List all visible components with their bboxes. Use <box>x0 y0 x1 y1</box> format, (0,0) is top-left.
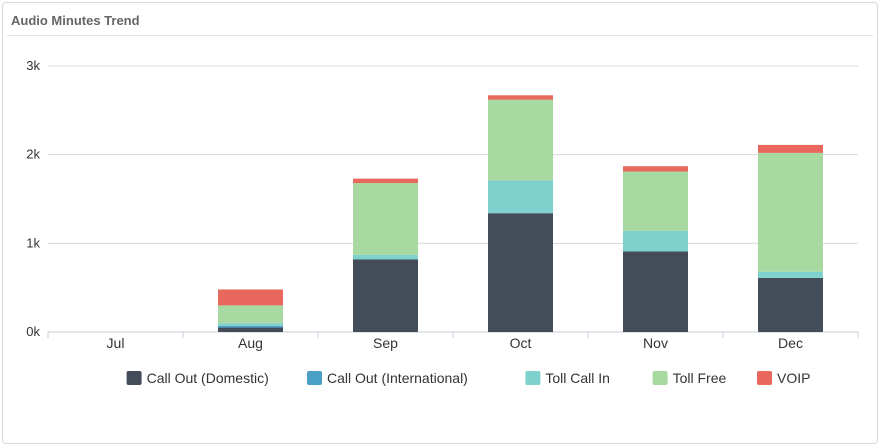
legend-swatch[interactable] <box>307 371 322 385</box>
legend-swatch[interactable] <box>525 371 541 385</box>
legend-label[interactable]: Toll Free <box>673 370 727 386</box>
bar-segment[interactable] <box>218 327 283 332</box>
bar-segment[interactable] <box>488 95 553 100</box>
x-tick-label: Jul <box>107 335 125 351</box>
legend-label[interactable]: VOIP <box>777 370 810 386</box>
bar-segment[interactable] <box>758 271 823 278</box>
bar-segment[interactable] <box>758 144 823 153</box>
bar-segment[interactable] <box>623 171 688 231</box>
x-tick-label: Nov <box>643 335 668 351</box>
y-tick-label: 0k <box>26 324 40 339</box>
legend-label[interactable]: Toll Call In <box>545 370 610 386</box>
panel-header <box>7 3 873 36</box>
bar-segment[interactable] <box>623 251 688 332</box>
bar-segment[interactable] <box>218 289 283 306</box>
x-tick-label: Dec <box>778 335 803 351</box>
legend-swatch[interactable] <box>652 371 668 385</box>
chart-panel: Audio Minutes Trend <box>2 2 878 444</box>
y-tick-label: 1k <box>26 235 40 250</box>
bar-segment[interactable] <box>353 259 418 332</box>
bar-segment[interactable] <box>353 183 418 255</box>
x-tick-label: Oct <box>510 335 532 351</box>
bar-segment[interactable] <box>218 305 283 324</box>
bar-segment[interactable] <box>218 323 283 326</box>
bar-segment[interactable] <box>623 230 688 252</box>
bar-segment[interactable] <box>353 254 418 260</box>
x-tick-label: Sep <box>373 335 398 351</box>
legend-swatch[interactable] <box>126 371 142 385</box>
bar-segment[interactable] <box>488 180 553 214</box>
legend-swatch[interactable] <box>757 371 772 385</box>
panel-title: Audio Minutes Trend <box>11 13 140 28</box>
legend-label[interactable]: Call Out (Domestic) <box>147 370 269 386</box>
bar-segment[interactable] <box>488 213 553 332</box>
bar-segment[interactable] <box>623 166 688 172</box>
bar-segment[interactable] <box>353 178 418 184</box>
legend-label[interactable]: Call Out (International) <box>327 370 468 386</box>
y-tick-label: 3k <box>26 58 40 73</box>
bar-segment[interactable] <box>758 152 823 272</box>
bar-segment[interactable] <box>488 99 553 181</box>
bar-segment[interactable] <box>218 325 283 328</box>
y-tick-label: 2k <box>26 147 40 162</box>
bar-segment[interactable] <box>758 277 823 332</box>
x-tick-label: Aug <box>238 335 263 351</box>
